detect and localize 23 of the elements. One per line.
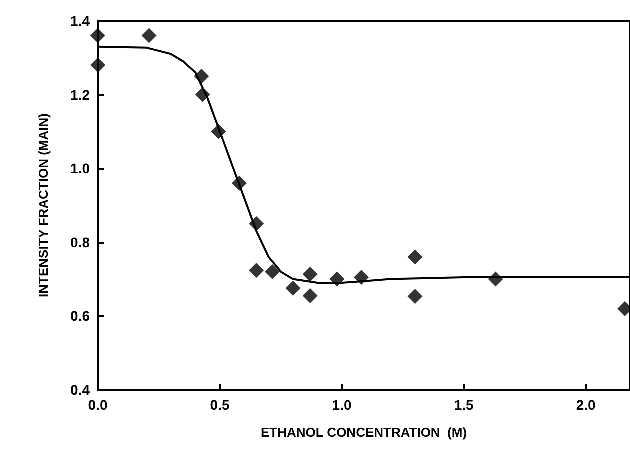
x-axis-title: ETHANOL CONCENTRATION (M) <box>260 425 468 440</box>
y-tick-label: 1.0 <box>70 160 90 177</box>
point <box>286 281 301 296</box>
point <box>90 58 106 73</box>
point <box>90 28 106 44</box>
point <box>142 28 157 44</box>
point <box>264 264 280 280</box>
y-tick-label: 0.4 <box>70 382 90 398</box>
y-tick-label: 0.8 <box>70 234 90 250</box>
x-tick-label: 1.5 <box>454 397 474 413</box>
point <box>408 289 423 304</box>
x-tick-label: 2.0 <box>576 397 596 413</box>
y-tick-label: 0.6 <box>70 308 90 324</box>
x-tick-label: 0.5 <box>210 397 230 413</box>
y-tick-label: 1.4 <box>70 13 90 29</box>
y-axis-title: INTENSITY FRACTION (MAIN) <box>36 114 51 298</box>
point <box>302 267 318 282</box>
point <box>302 288 318 304</box>
x-tick-label: 1.0 <box>332 397 352 413</box>
x-tick-label: 0.0 <box>88 397 108 413</box>
y-tick-label: 1.2 <box>70 86 90 103</box>
point <box>408 250 423 265</box>
point <box>249 262 264 278</box>
